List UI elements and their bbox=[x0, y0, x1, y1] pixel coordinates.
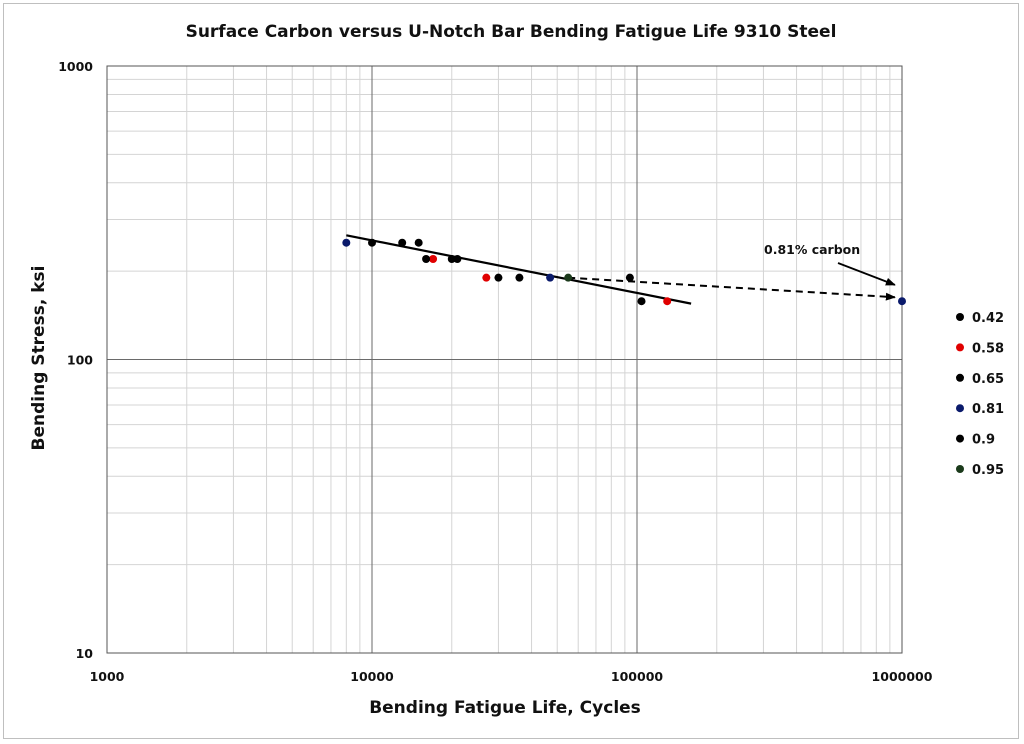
legend-marker bbox=[956, 313, 964, 321]
legend-marker bbox=[956, 434, 964, 443]
legend: 0.42 0.58 0.65 0.81 0.9 0.95 bbox=[956, 311, 1004, 478]
y-tick-label: 100 bbox=[67, 353, 93, 368]
legend-label: 0.81 bbox=[972, 402, 1004, 417]
data-point-0.65 bbox=[422, 254, 431, 263]
annotation-label: 0.81% carbon bbox=[764, 242, 860, 257]
data-point-0.65 bbox=[453, 254, 462, 263]
data-points bbox=[342, 238, 906, 306]
legend-item: 0.95 bbox=[956, 463, 1004, 478]
data-point-0.65 bbox=[625, 273, 634, 282]
legend-label: 0.9 bbox=[972, 433, 995, 448]
data-point-0.42 bbox=[398, 238, 407, 247]
y-axis-title: Bending Stress, ksi bbox=[29, 266, 49, 451]
data-point-0.42 bbox=[494, 273, 503, 282]
data-point-0.58 bbox=[429, 254, 438, 263]
plot-border bbox=[106, 65, 903, 654]
data-point-0.42 bbox=[368, 238, 376, 247]
data-point-0.42 bbox=[447, 254, 456, 263]
legend-marker bbox=[956, 404, 964, 413]
x-tick-label: 100000 bbox=[611, 669, 663, 684]
legend-label: 0.58 bbox=[972, 341, 1004, 356]
data-point-0.58 bbox=[663, 297, 672, 306]
y-tick-labels: 10 100 1000 bbox=[58, 59, 93, 661]
legend-item: 0.58 bbox=[956, 341, 1004, 356]
legend-item: 0.65 bbox=[956, 372, 1004, 387]
x-tick-label: 10000 bbox=[350, 669, 394, 684]
legend-label: 0.42 bbox=[972, 311, 1004, 326]
y-tick-label: 1000 bbox=[58, 59, 93, 74]
data-point-0.81 bbox=[546, 273, 555, 282]
data-point-0.42 bbox=[515, 273, 524, 282]
legend-item: 0.42 bbox=[956, 311, 1004, 326]
annotation-arrow bbox=[837, 262, 896, 286]
legend-item: 0.81 bbox=[956, 402, 1004, 417]
x-axis-title: Bending Fatigue Life, Cycles bbox=[369, 698, 641, 718]
legend-marker bbox=[956, 373, 964, 382]
data-point-0.58 bbox=[482, 273, 491, 282]
chart-frame bbox=[3, 3, 1019, 739]
chart-title: Surface Carbon versus U-Notch Bar Bendin… bbox=[186, 22, 837, 42]
trend-line-solid bbox=[346, 234, 692, 305]
x-tick-label: 1000000 bbox=[872, 669, 933, 684]
legend-label: 0.65 bbox=[972, 372, 1004, 387]
y-tick-label: 10 bbox=[76, 646, 94, 661]
data-point-0.81 bbox=[342, 238, 351, 247]
legend-marker bbox=[956, 343, 964, 352]
legend-marker bbox=[956, 465, 964, 473]
x-tick-labels: 1000 10000 100000 1000000 bbox=[90, 669, 933, 684]
legend-label: 0.95 bbox=[972, 463, 1004, 478]
trend-line-dashed bbox=[568, 276, 896, 301]
data-point-0.81 bbox=[898, 297, 906, 306]
legend-item: 0.9 bbox=[956, 433, 995, 448]
data-point-0.42 bbox=[414, 238, 423, 247]
x-tick-label: 1000 bbox=[90, 669, 125, 684]
data-point-0.65 bbox=[637, 297, 646, 306]
data-point-0.95 bbox=[564, 273, 573, 282]
